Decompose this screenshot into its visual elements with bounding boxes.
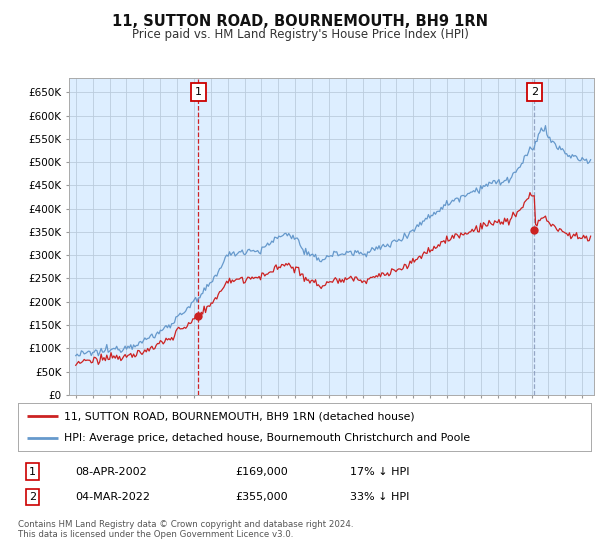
Text: 17% ↓ HPI: 17% ↓ HPI — [350, 466, 410, 477]
Text: £169,000: £169,000 — [236, 466, 289, 477]
Text: 11, SUTTON ROAD, BOURNEMOUTH, BH9 1RN: 11, SUTTON ROAD, BOURNEMOUTH, BH9 1RN — [112, 14, 488, 29]
Text: Contains HM Land Registry data © Crown copyright and database right 2024.
This d: Contains HM Land Registry data © Crown c… — [18, 520, 353, 539]
Text: 11, SUTTON ROAD, BOURNEMOUTH, BH9 1RN (detached house): 11, SUTTON ROAD, BOURNEMOUTH, BH9 1RN (d… — [64, 411, 415, 421]
Text: £355,000: £355,000 — [236, 492, 289, 502]
Text: HPI: Average price, detached house, Bournemouth Christchurch and Poole: HPI: Average price, detached house, Bour… — [64, 433, 470, 443]
Text: Price paid vs. HM Land Registry's House Price Index (HPI): Price paid vs. HM Land Registry's House … — [131, 28, 469, 41]
Text: 04-MAR-2022: 04-MAR-2022 — [76, 492, 151, 502]
Text: 1: 1 — [195, 87, 202, 97]
Text: 1: 1 — [29, 466, 36, 477]
Text: 33% ↓ HPI: 33% ↓ HPI — [350, 492, 410, 502]
Text: 08-APR-2002: 08-APR-2002 — [76, 466, 147, 477]
Text: 2: 2 — [531, 87, 538, 97]
Text: 2: 2 — [29, 492, 36, 502]
